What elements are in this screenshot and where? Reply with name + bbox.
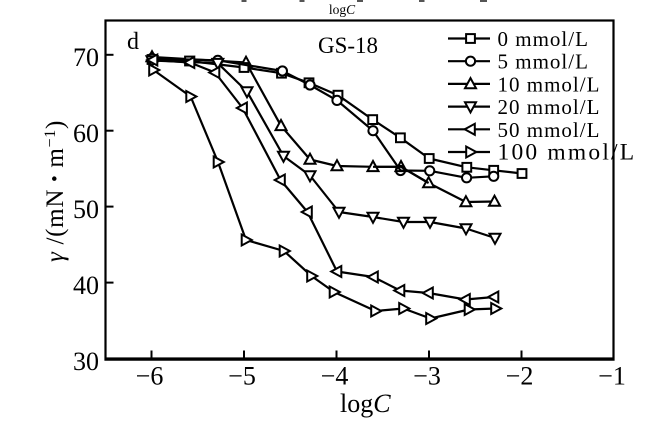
svg-text:−1: −1 [598, 362, 626, 391]
svg-text:5 mmol/L: 5 mmol/L [498, 50, 589, 74]
svg-text:logC: logC [329, 2, 356, 17]
svg-text:50: 50 [73, 195, 99, 224]
svg-text:40: 40 [73, 271, 99, 300]
svg-text:d: d [127, 29, 139, 55]
svg-text:GS-18: GS-18 [318, 33, 378, 58]
svg-text:logC: logC [340, 389, 391, 418]
svg-text:50 mmol/L: 50 mmol/L [498, 118, 601, 142]
svg-text:0 mmol/L: 0 mmol/L [498, 27, 589, 51]
svg-text:20 mmol/L: 20 mmol/L [498, 95, 601, 119]
svg-text:60: 60 [73, 119, 99, 148]
svg-text:70: 70 [73, 43, 99, 72]
svg-text:−2: −2 [506, 362, 534, 391]
svg-text:30: 30 [73, 347, 99, 376]
svg-text:−3: −3 [413, 362, 441, 391]
svg-text:100 mmol/L: 100 mmol/L [498, 140, 637, 166]
svg-text:10 mmol/L: 10 mmol/L [498, 72, 601, 96]
svg-text:−4: −4 [321, 362, 349, 391]
svg-text:−6: −6 [136, 362, 164, 391]
svg-text:−5: −5 [228, 362, 256, 391]
